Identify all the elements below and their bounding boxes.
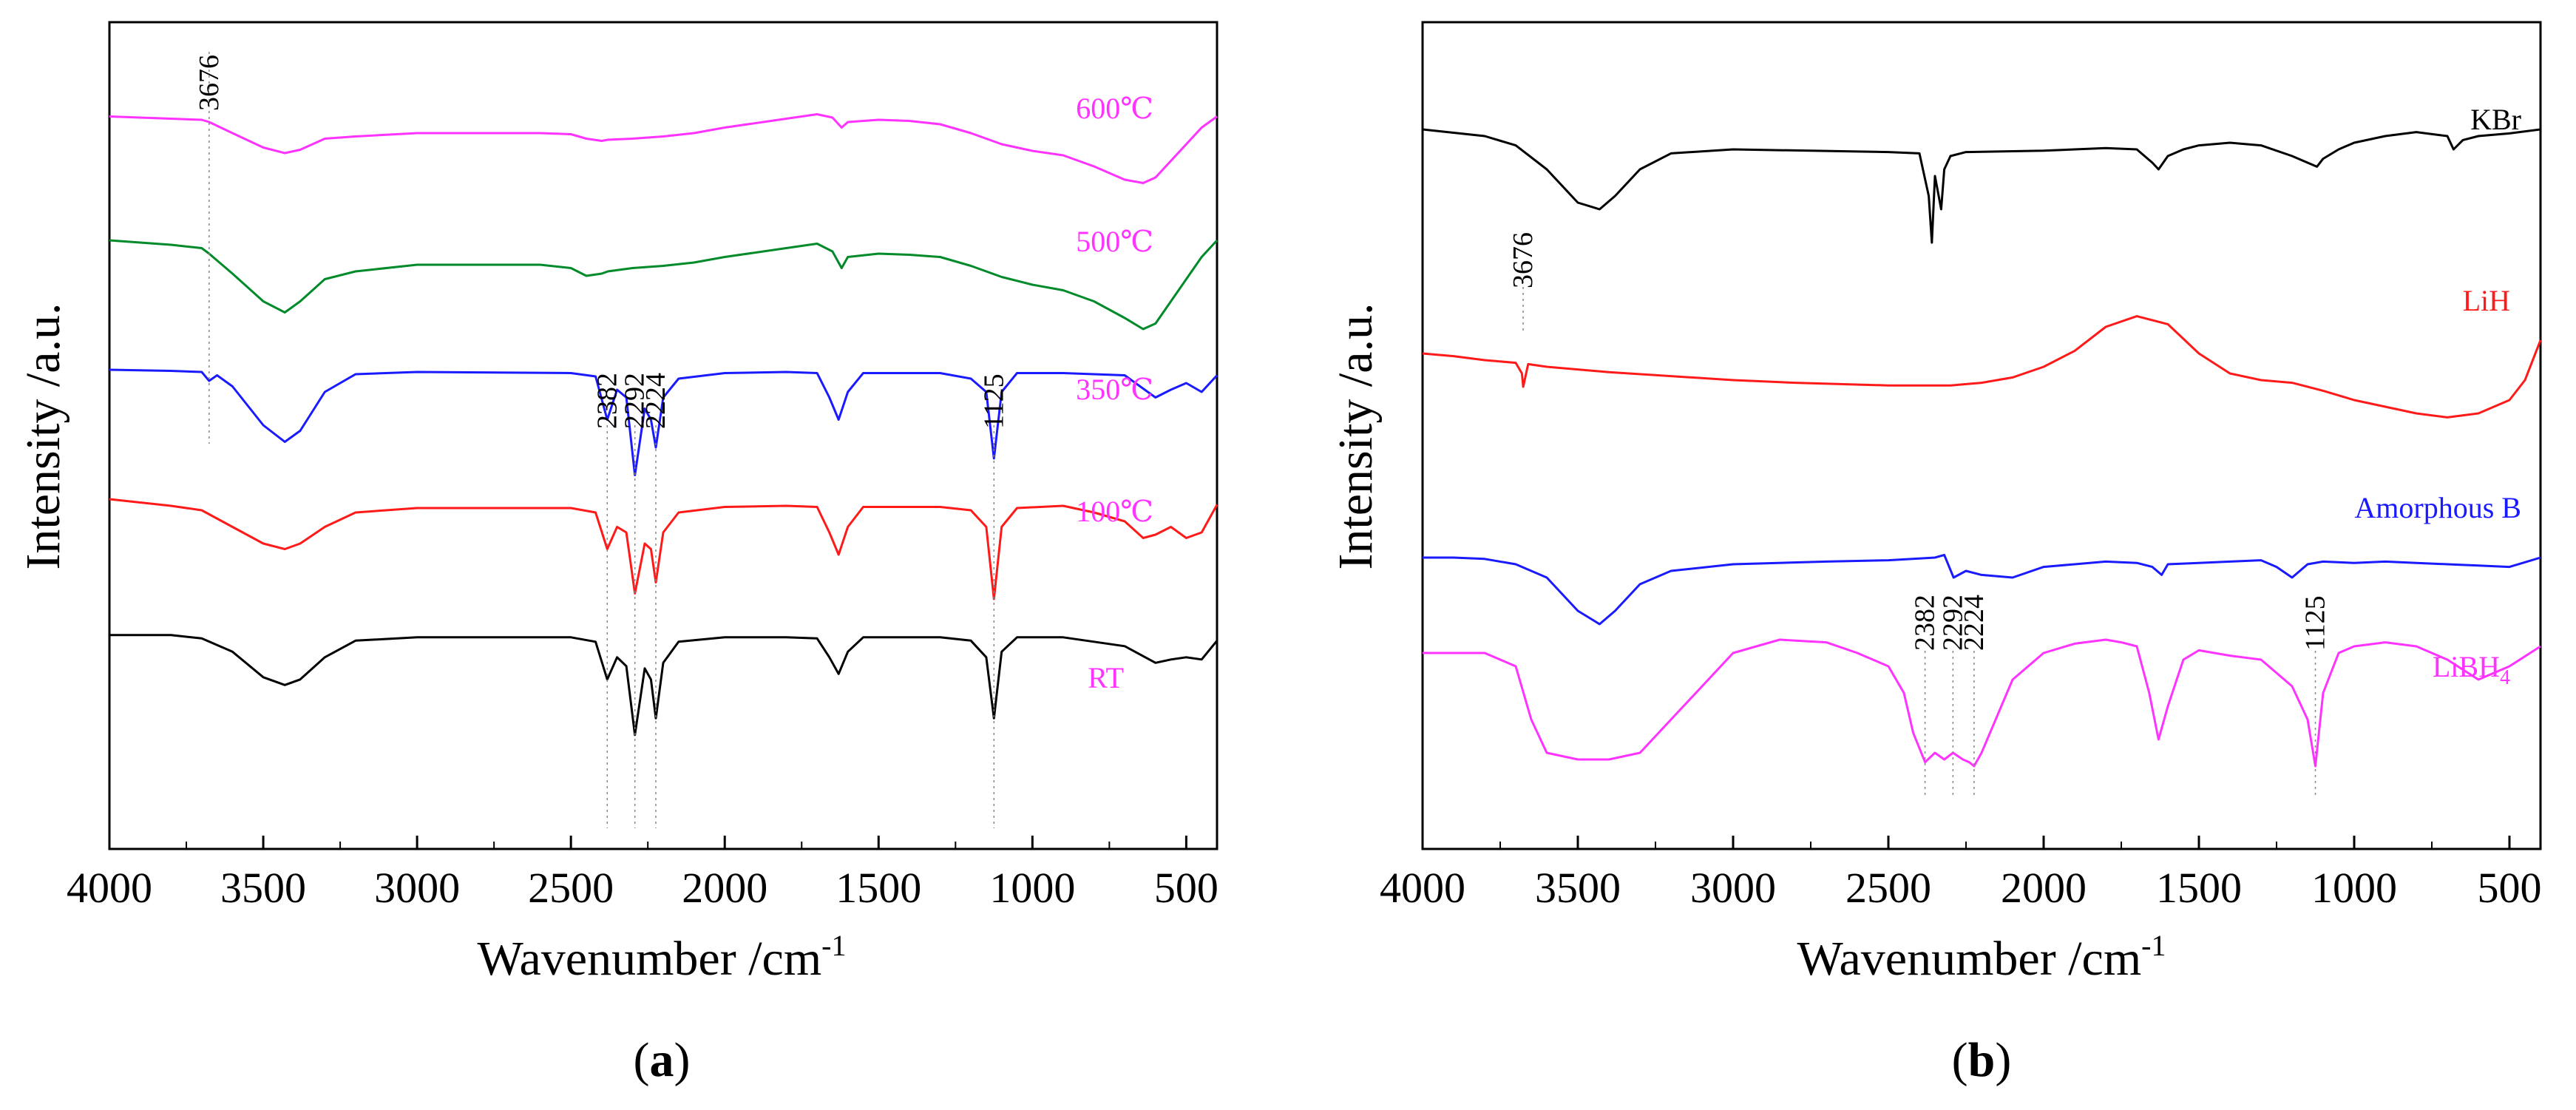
peak-marker-label: 2224 <box>640 373 671 429</box>
legend-label: 600℃ <box>1076 92 1153 125</box>
legend-label: RT <box>1088 661 1124 694</box>
peak-marker-label: 2292 <box>620 373 651 429</box>
peak-marker-label: 2382 <box>592 373 623 429</box>
x-tick-label: 3000 <box>1690 864 1776 912</box>
legend-label: 100℃ <box>1076 495 1153 528</box>
peak-marker-label: 2224 <box>1959 595 1990 651</box>
series-line-rt <box>109 634 1218 737</box>
series-line-600- <box>109 113 1218 184</box>
x-tick-label: 2500 <box>1845 864 1931 912</box>
panel-a-y-label: Intensity /a.u. <box>16 302 70 569</box>
panel-a-caption: (a) <box>634 1033 691 1087</box>
peak-marker-label: 3676 <box>1508 232 1539 288</box>
legend-label: Amorphous B <box>2354 491 2521 524</box>
x-tick-label: 4000 <box>67 864 152 912</box>
x-tick-label: 1000 <box>2311 864 2397 912</box>
peak-marker-label: 2292 <box>1937 595 1968 651</box>
legend-label: 350℃ <box>1076 373 1153 406</box>
x-tick-label: 3500 <box>1535 864 1621 912</box>
x-tick-label: 3000 <box>374 864 460 912</box>
x-tick-label: 2000 <box>682 864 767 912</box>
legend-label: LiH <box>2463 284 2510 317</box>
legend-label: KBr <box>2470 103 2521 136</box>
x-tick-label: 3500 <box>220 864 306 912</box>
series-line-350- <box>109 368 1218 476</box>
panel-a-x-label: Wavenumber /cm-1 <box>477 929 846 986</box>
panel-b-frame <box>1421 21 2542 850</box>
x-tick-label: 500 <box>2478 864 2542 912</box>
series-line-100- <box>109 498 1218 600</box>
peak-marker-label: 2382 <box>1910 595 1941 651</box>
x-tick-label: 1000 <box>989 864 1075 912</box>
x-tick-label: 2500 <box>528 864 614 912</box>
panel-b-x-axis: 4000 3500 3000 2500 2000 1500 1000 500 <box>1380 836 2542 912</box>
series-line-500- <box>109 239 1218 331</box>
panel-b-caption: (b) <box>1952 1033 2012 1087</box>
x-tick-label: 1500 <box>835 864 921 912</box>
legend-label: LiBH4 <box>2433 650 2510 689</box>
series-line-lih <box>1422 315 2542 419</box>
series-line-kbr <box>1422 128 2541 244</box>
legend-label: 500℃ <box>1076 225 1153 258</box>
peak-marker-label: 1125 <box>2300 595 2331 651</box>
panel-a-frame <box>108 21 1218 850</box>
x-tick-label: 2000 <box>2001 864 2087 912</box>
x-tick-label: 4000 <box>1380 864 1465 912</box>
series-line-amorphous-b <box>1423 553 2541 626</box>
panel-a-x-axis: 4000 3500 3000 2500 2000 1500 1000 500 <box>67 836 1218 912</box>
peak-marker-label: 1125 <box>978 373 1009 429</box>
panel-b-y-label: Intensity /a.u. <box>1329 302 1383 569</box>
peak-marker-label: 3676 <box>194 55 225 111</box>
panel-b-x-label: Wavenumber /cm-1 <box>1797 929 2166 986</box>
x-tick-label: 500 <box>1154 864 1218 912</box>
series-line-libh4 <box>1423 638 2541 768</box>
x-tick-label: 1500 <box>2156 864 2242 912</box>
